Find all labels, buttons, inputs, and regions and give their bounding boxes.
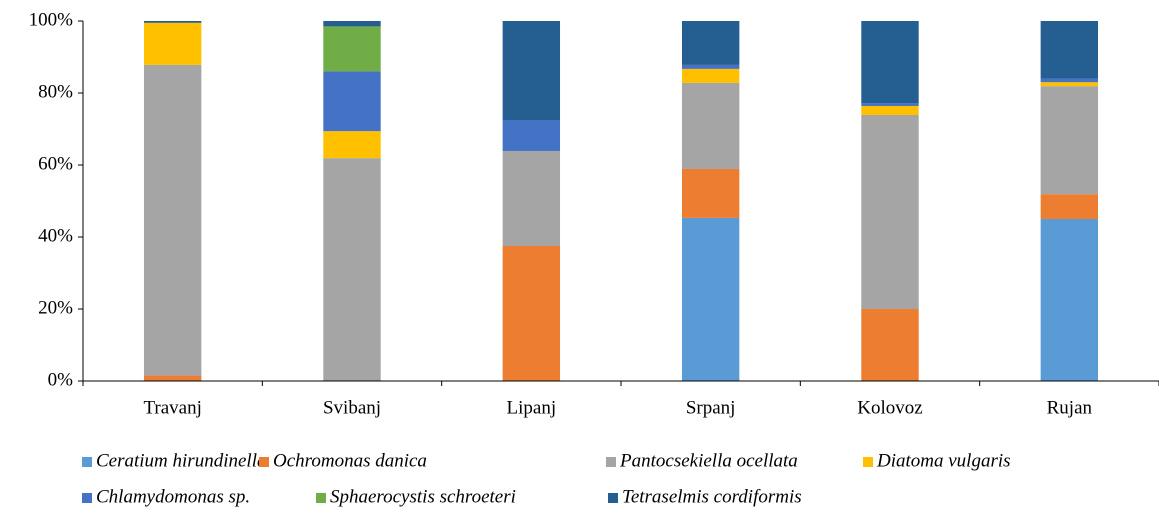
bar-segment: [861, 309, 919, 381]
legend-label: Ochromonas danica: [273, 450, 427, 471]
bar-segment: [861, 21, 919, 104]
x-tick-label: Rujan: [1047, 397, 1093, 418]
y-tick-label: 40%: [38, 225, 73, 246]
bar-segment: [681, 168, 740, 218]
legend-swatch: [82, 493, 92, 503]
bar-segment: [323, 131, 381, 159]
legend-label: Ceratium hirundinella: [96, 450, 266, 471]
bar-segment: [1040, 82, 1099, 87]
bar-segment: [1040, 78, 1099, 83]
y-tick-label: 20%: [38, 297, 73, 318]
legend-label: Diatoma vulgaris: [876, 450, 1011, 471]
legend-label: Pantocsekiella ocellata: [619, 450, 798, 471]
bar-segment: [1040, 219, 1099, 381]
bar-segment: [502, 246, 561, 381]
legend-swatch: [259, 457, 269, 467]
bar-segment: [861, 114, 919, 310]
bar-segment: [861, 105, 919, 115]
y-tick-label: 80%: [38, 81, 73, 102]
bar-segment: [1040, 21, 1099, 79]
x-tick-label: Kolovoz: [857, 397, 922, 418]
legend-swatch: [606, 457, 616, 467]
x-tick-label: Svibanj: [323, 397, 381, 418]
legend-label: Sphaerocystis schroeteri: [330, 486, 516, 507]
bar-segment: [143, 64, 202, 376]
bar-segment: [1040, 194, 1099, 219]
bar-segment: [681, 21, 740, 65]
bar-segment: [681, 68, 740, 83]
bar-segment: [681, 64, 740, 69]
bar-segment: [681, 217, 740, 381]
legend-swatch: [863, 457, 873, 467]
legend-swatch: [82, 457, 92, 467]
y-tick-label: 60%: [38, 153, 73, 174]
bar-segment: [681, 82, 740, 169]
x-tick-label: Srpanj: [686, 397, 736, 418]
bar-segment: [323, 71, 381, 132]
x-tick-label: Lipanj: [507, 397, 557, 418]
bar-segment: [502, 21, 561, 120]
bar-segment: [323, 21, 381, 27]
legend-swatch: [608, 493, 618, 503]
x-tick-label: Travanj: [143, 397, 201, 418]
bar-segment: [143, 22, 202, 65]
legend-swatch: [316, 493, 326, 503]
y-tick-label: 100%: [29, 9, 74, 30]
bar-segment: [143, 21, 202, 23]
bar-segment: [502, 120, 561, 151]
legend-label: Tetraselmis cordiformis: [622, 486, 802, 507]
bar-segment: [323, 158, 381, 381]
bar-segment: [323, 26, 381, 72]
y-tick-label: 0%: [48, 369, 74, 390]
bar-segment: [143, 375, 202, 381]
legend-label: Chlamydomonas sp.: [96, 486, 250, 507]
bar-segment: [1040, 86, 1099, 195]
bar-segment: [861, 103, 919, 106]
bar-segment: [502, 150, 561, 246]
